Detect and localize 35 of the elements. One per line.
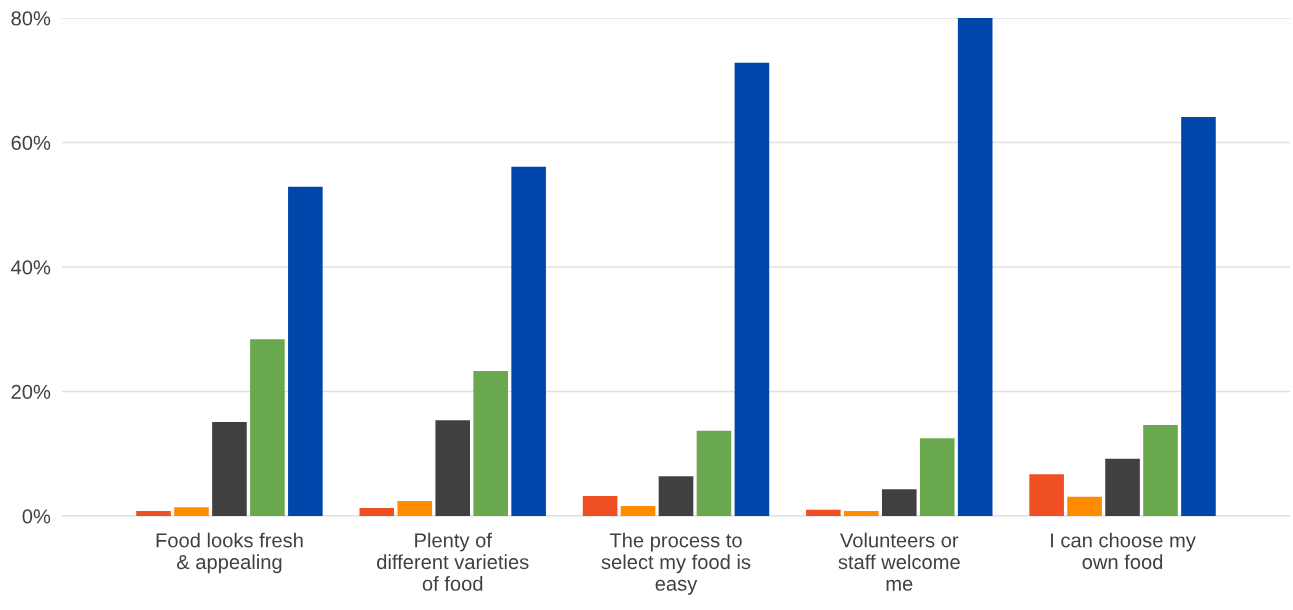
bar (658, 476, 694, 516)
bar (919, 438, 955, 516)
bar (511, 166, 546, 516)
bar (1181, 116, 1216, 516)
x-tick-label: I can choose my own food (1051, 532, 1196, 570)
bar (620, 506, 656, 516)
x-tick-label: Food looks fresh & appealing (156, 532, 303, 574)
bar (288, 186, 323, 516)
bar (473, 370, 508, 516)
bar (582, 496, 618, 516)
bar (359, 507, 395, 516)
bar (957, 18, 993, 516)
y-tick-label: 20% (11, 384, 51, 399)
bar (696, 430, 732, 516)
bar (1105, 458, 1140, 516)
bar (250, 339, 285, 516)
y-tick-label: 60% (11, 135, 51, 150)
bar (174, 507, 209, 516)
bar (844, 511, 879, 516)
bar (734, 62, 770, 516)
y-tick-label: 40% (11, 260, 51, 275)
bar (806, 509, 841, 516)
bar (1067, 496, 1102, 516)
bar (212, 422, 247, 516)
bar (1143, 425, 1178, 516)
y-tick-label: 0% (22, 509, 51, 524)
x-tick-label: Volunteers or staff welcome me (838, 532, 960, 591)
bar (435, 420, 471, 516)
bar (1029, 474, 1064, 516)
x-tick-label: The process to select my food is easy (601, 532, 751, 595)
bar (397, 501, 433, 516)
bar (136, 511, 171, 516)
bar (881, 489, 917, 516)
y-tick-label: 80% (11, 11, 51, 26)
x-tick-label: Plenty of different varieties of food (377, 532, 529, 591)
